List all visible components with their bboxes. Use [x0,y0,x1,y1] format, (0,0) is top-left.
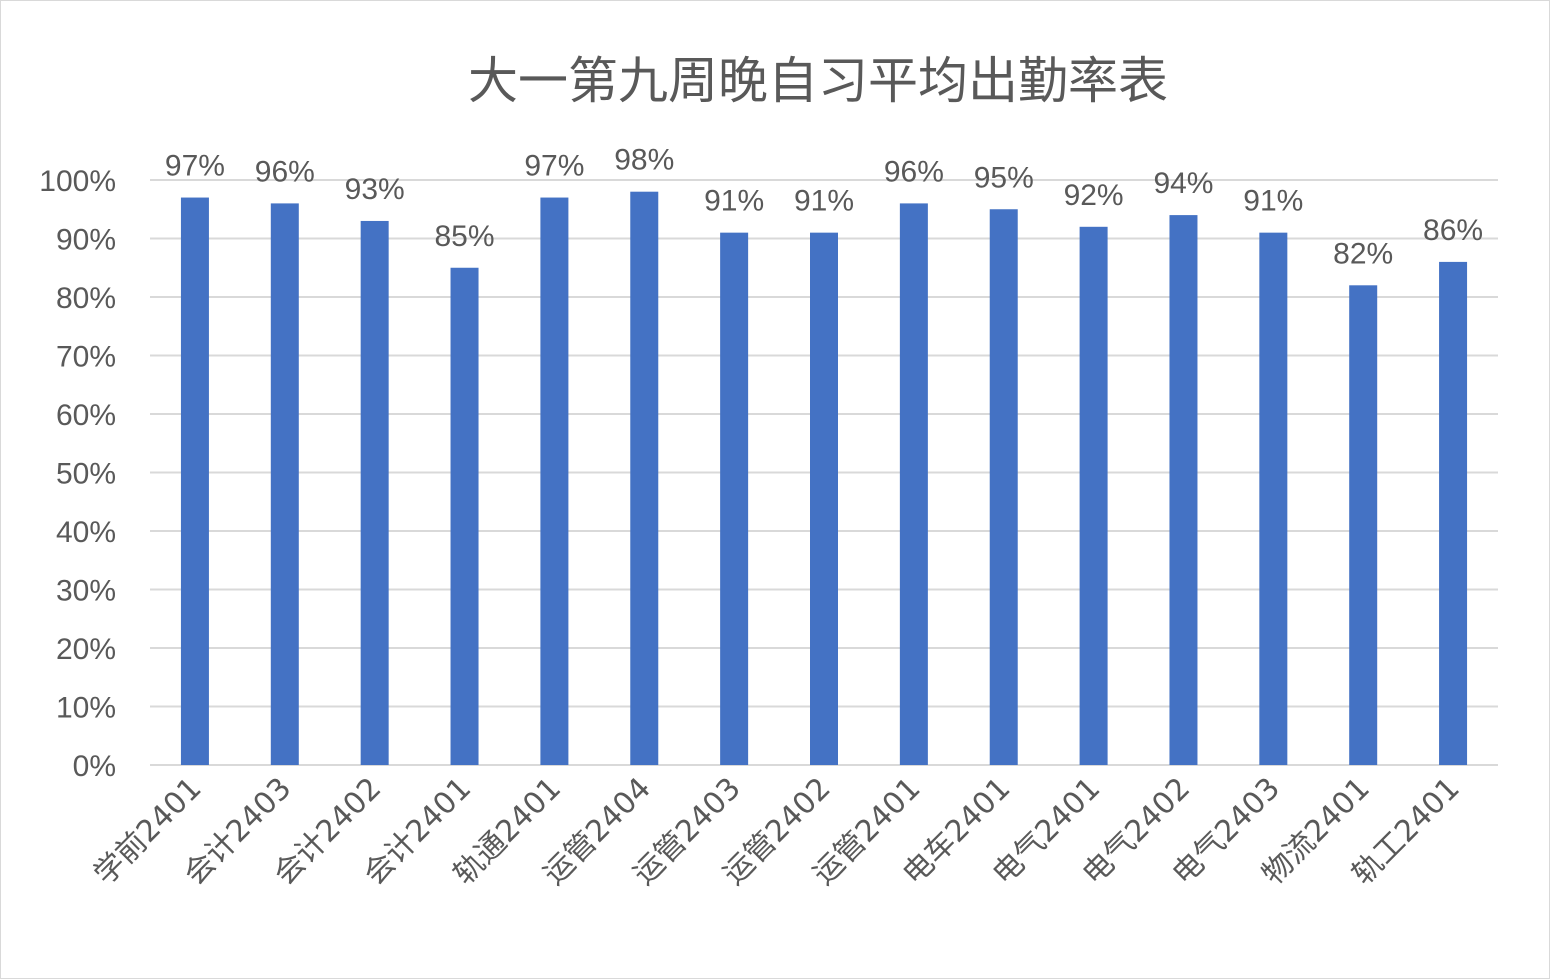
data-label: 95% [974,161,1034,194]
y-tick-label: 80% [56,282,116,315]
y-tick-label: 50% [56,458,116,491]
bar [720,232,749,765]
data-label: 97% [165,150,225,183]
bars [180,191,1468,766]
bar [1349,285,1378,765]
bar [450,267,479,765]
data-labels: 97% 96% 93% 85% 97% 98% 91% 91% 96% 95% 92% 94% 91% 8… [165,144,1483,271]
bar [360,220,389,765]
data-label: 91% [1243,185,1303,218]
data-label: 91% [704,185,764,218]
data-label: 97% [524,150,584,183]
bar [899,203,928,765]
data-label: 92% [1064,179,1124,212]
data-label: 98% [614,144,674,177]
chart-title: 大一第九周晚自习平均出勤率表 [468,52,1168,110]
y-tick-label: 0% [73,750,116,783]
bar [1169,215,1198,766]
bar [1439,261,1468,765]
data-label: 85% [435,220,495,253]
data-label: 96% [255,155,315,188]
data-label: 93% [345,173,405,206]
y-tick-label: 30% [56,575,116,608]
y-axis-ticks: 0% 10% 20% 30% 40% 50% 60% 70% 80% 90% 100% [39,165,116,783]
bar [540,197,569,766]
y-tick-label: 100% [39,165,116,198]
data-label: 91% [794,185,854,218]
y-tick-label: 70% [56,341,116,374]
bar [1259,232,1288,765]
y-tick-label: 10% [56,692,116,725]
y-tick-label: 90% [56,224,116,257]
bar [630,191,659,765]
x-axis-categories: 学前2401会计2403会计2402会计2401轨通2401运管2404运管24… [87,771,1466,892]
y-tick-label: 20% [56,633,116,666]
bar [270,203,299,765]
data-label: 94% [1153,167,1213,200]
data-label: 96% [884,155,944,188]
data-label: 86% [1423,214,1483,247]
bar [989,209,1018,765]
y-tick-label: 40% [56,516,116,549]
bar [1079,226,1108,766]
bar [180,197,209,766]
y-tick-label: 60% [56,399,116,432]
bar [810,232,838,765]
data-label: 82% [1333,237,1393,270]
